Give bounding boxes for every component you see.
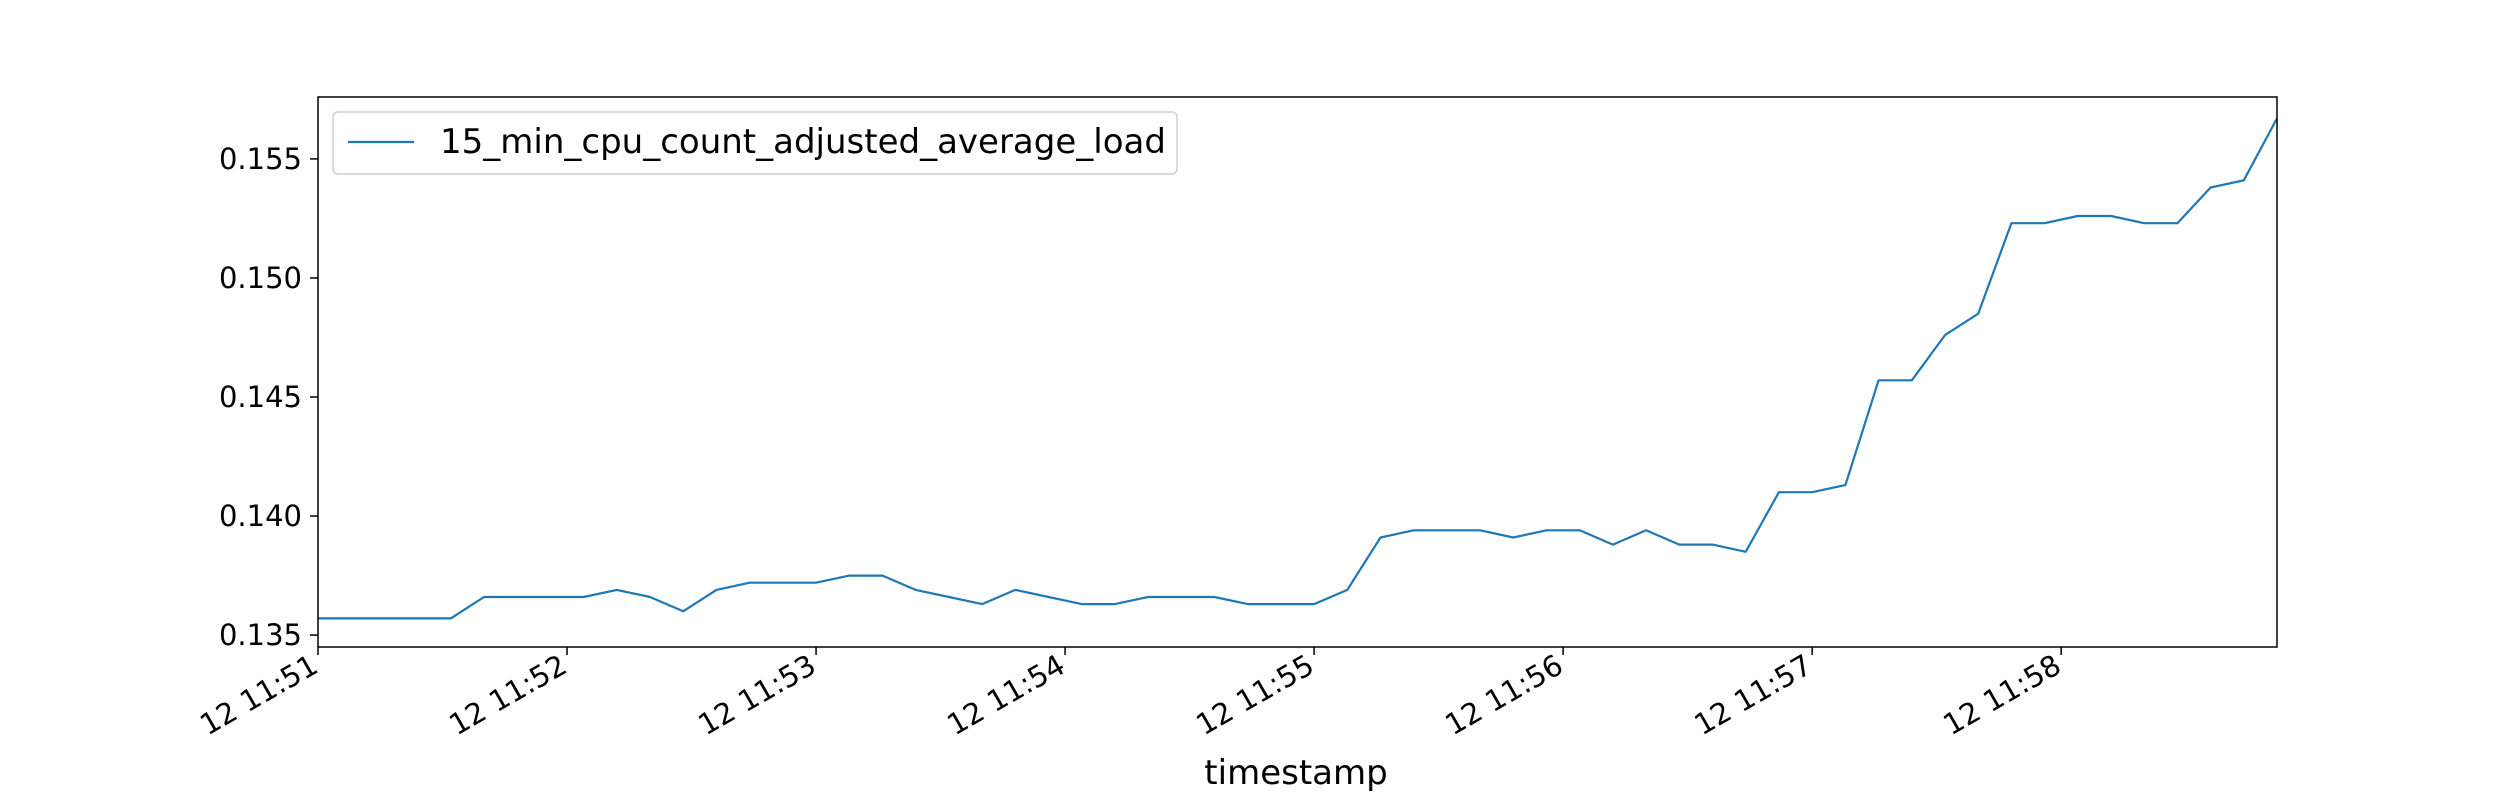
y-tick-label: 0.140 [219, 499, 302, 533]
x-axis-label: timestamp [1204, 753, 1387, 793]
plot-frame [317, 96, 2278, 648]
y-tick-label: 0.150 [219, 261, 302, 295]
y-tick-label: 0.145 [219, 380, 302, 414]
legend: 15_min_cpu_count_adjusted_average_load [332, 111, 1178, 175]
y-tick-label: 0.135 [219, 618, 302, 652]
legend-box [332, 111, 1178, 175]
series-line [318, 117, 2278, 620]
y-tick-label: 0.155 [219, 142, 302, 176]
legend-label: 15_min_cpu_count_adjusted_average_load [440, 122, 1166, 162]
